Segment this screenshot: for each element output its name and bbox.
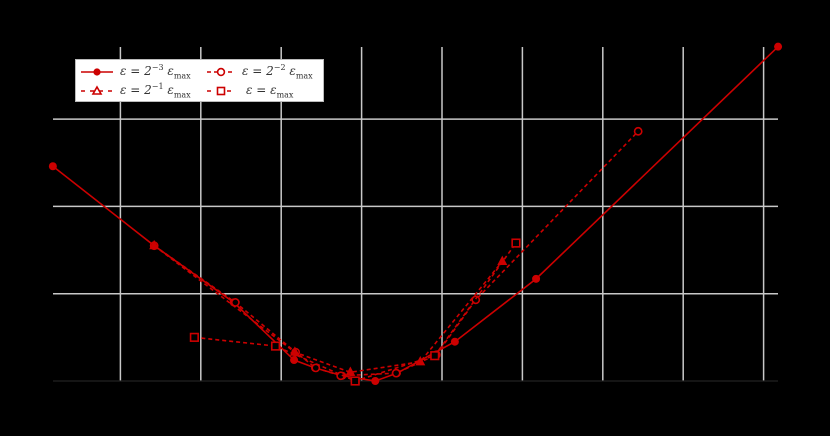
legend: ε = 2−3 εmax ε = 2−2 εmax ε = 2−1 εmax ε… (75, 59, 324, 102)
legend-label: ε = 2−2 εmax (242, 63, 313, 81)
legend-label: ε = 2−3 εmax (120, 63, 191, 81)
legend-item-eps-max: ε = εmax (206, 82, 293, 100)
filled-circle-marker (48, 162, 57, 171)
filled-circle-marker (290, 356, 299, 365)
triangle-marker (149, 239, 160, 250)
series-2 (149, 239, 508, 376)
open-circle-marker (311, 363, 321, 373)
solid-line-filled-circle-icon (81, 68, 113, 76)
filled-circle-marker (532, 274, 541, 283)
triangle-marker (497, 255, 508, 265)
legend-label: ε = εmax (246, 83, 294, 100)
open-circle-marker (391, 368, 401, 378)
open-square-marker (511, 238, 521, 248)
legend-item-eps-2-neg3: ε = 2−3 εmax (80, 63, 191, 81)
data-series (48, 42, 783, 386)
open-square-marker (350, 376, 360, 386)
legend-item-eps-2-neg1: ε = 2−1 εmax (80, 82, 191, 100)
series-3 (189, 238, 521, 386)
filled-circle-marker (371, 377, 380, 385)
grid-lines (53, 47, 778, 382)
dashed-line-open-square-icon (207, 86, 235, 96)
legend-label: ε = 2−1 εmax (120, 82, 191, 100)
filled-circle-marker (774, 42, 783, 51)
filled-circle-marker (450, 337, 459, 346)
dashed-line-open-circle-icon (207, 67, 235, 77)
legend-item-eps-2-neg2: ε = 2−2 εmax (206, 63, 313, 81)
open-circle-marker (633, 126, 643, 136)
open-circle-marker (230, 298, 240, 307)
dashed-line-triangle-icon (81, 85, 113, 95)
open-square-marker (270, 341, 281, 351)
triangle-marker (345, 366, 356, 376)
open-square-marker (430, 351, 440, 361)
open-square-marker (189, 332, 199, 342)
series-1 (149, 126, 643, 381)
